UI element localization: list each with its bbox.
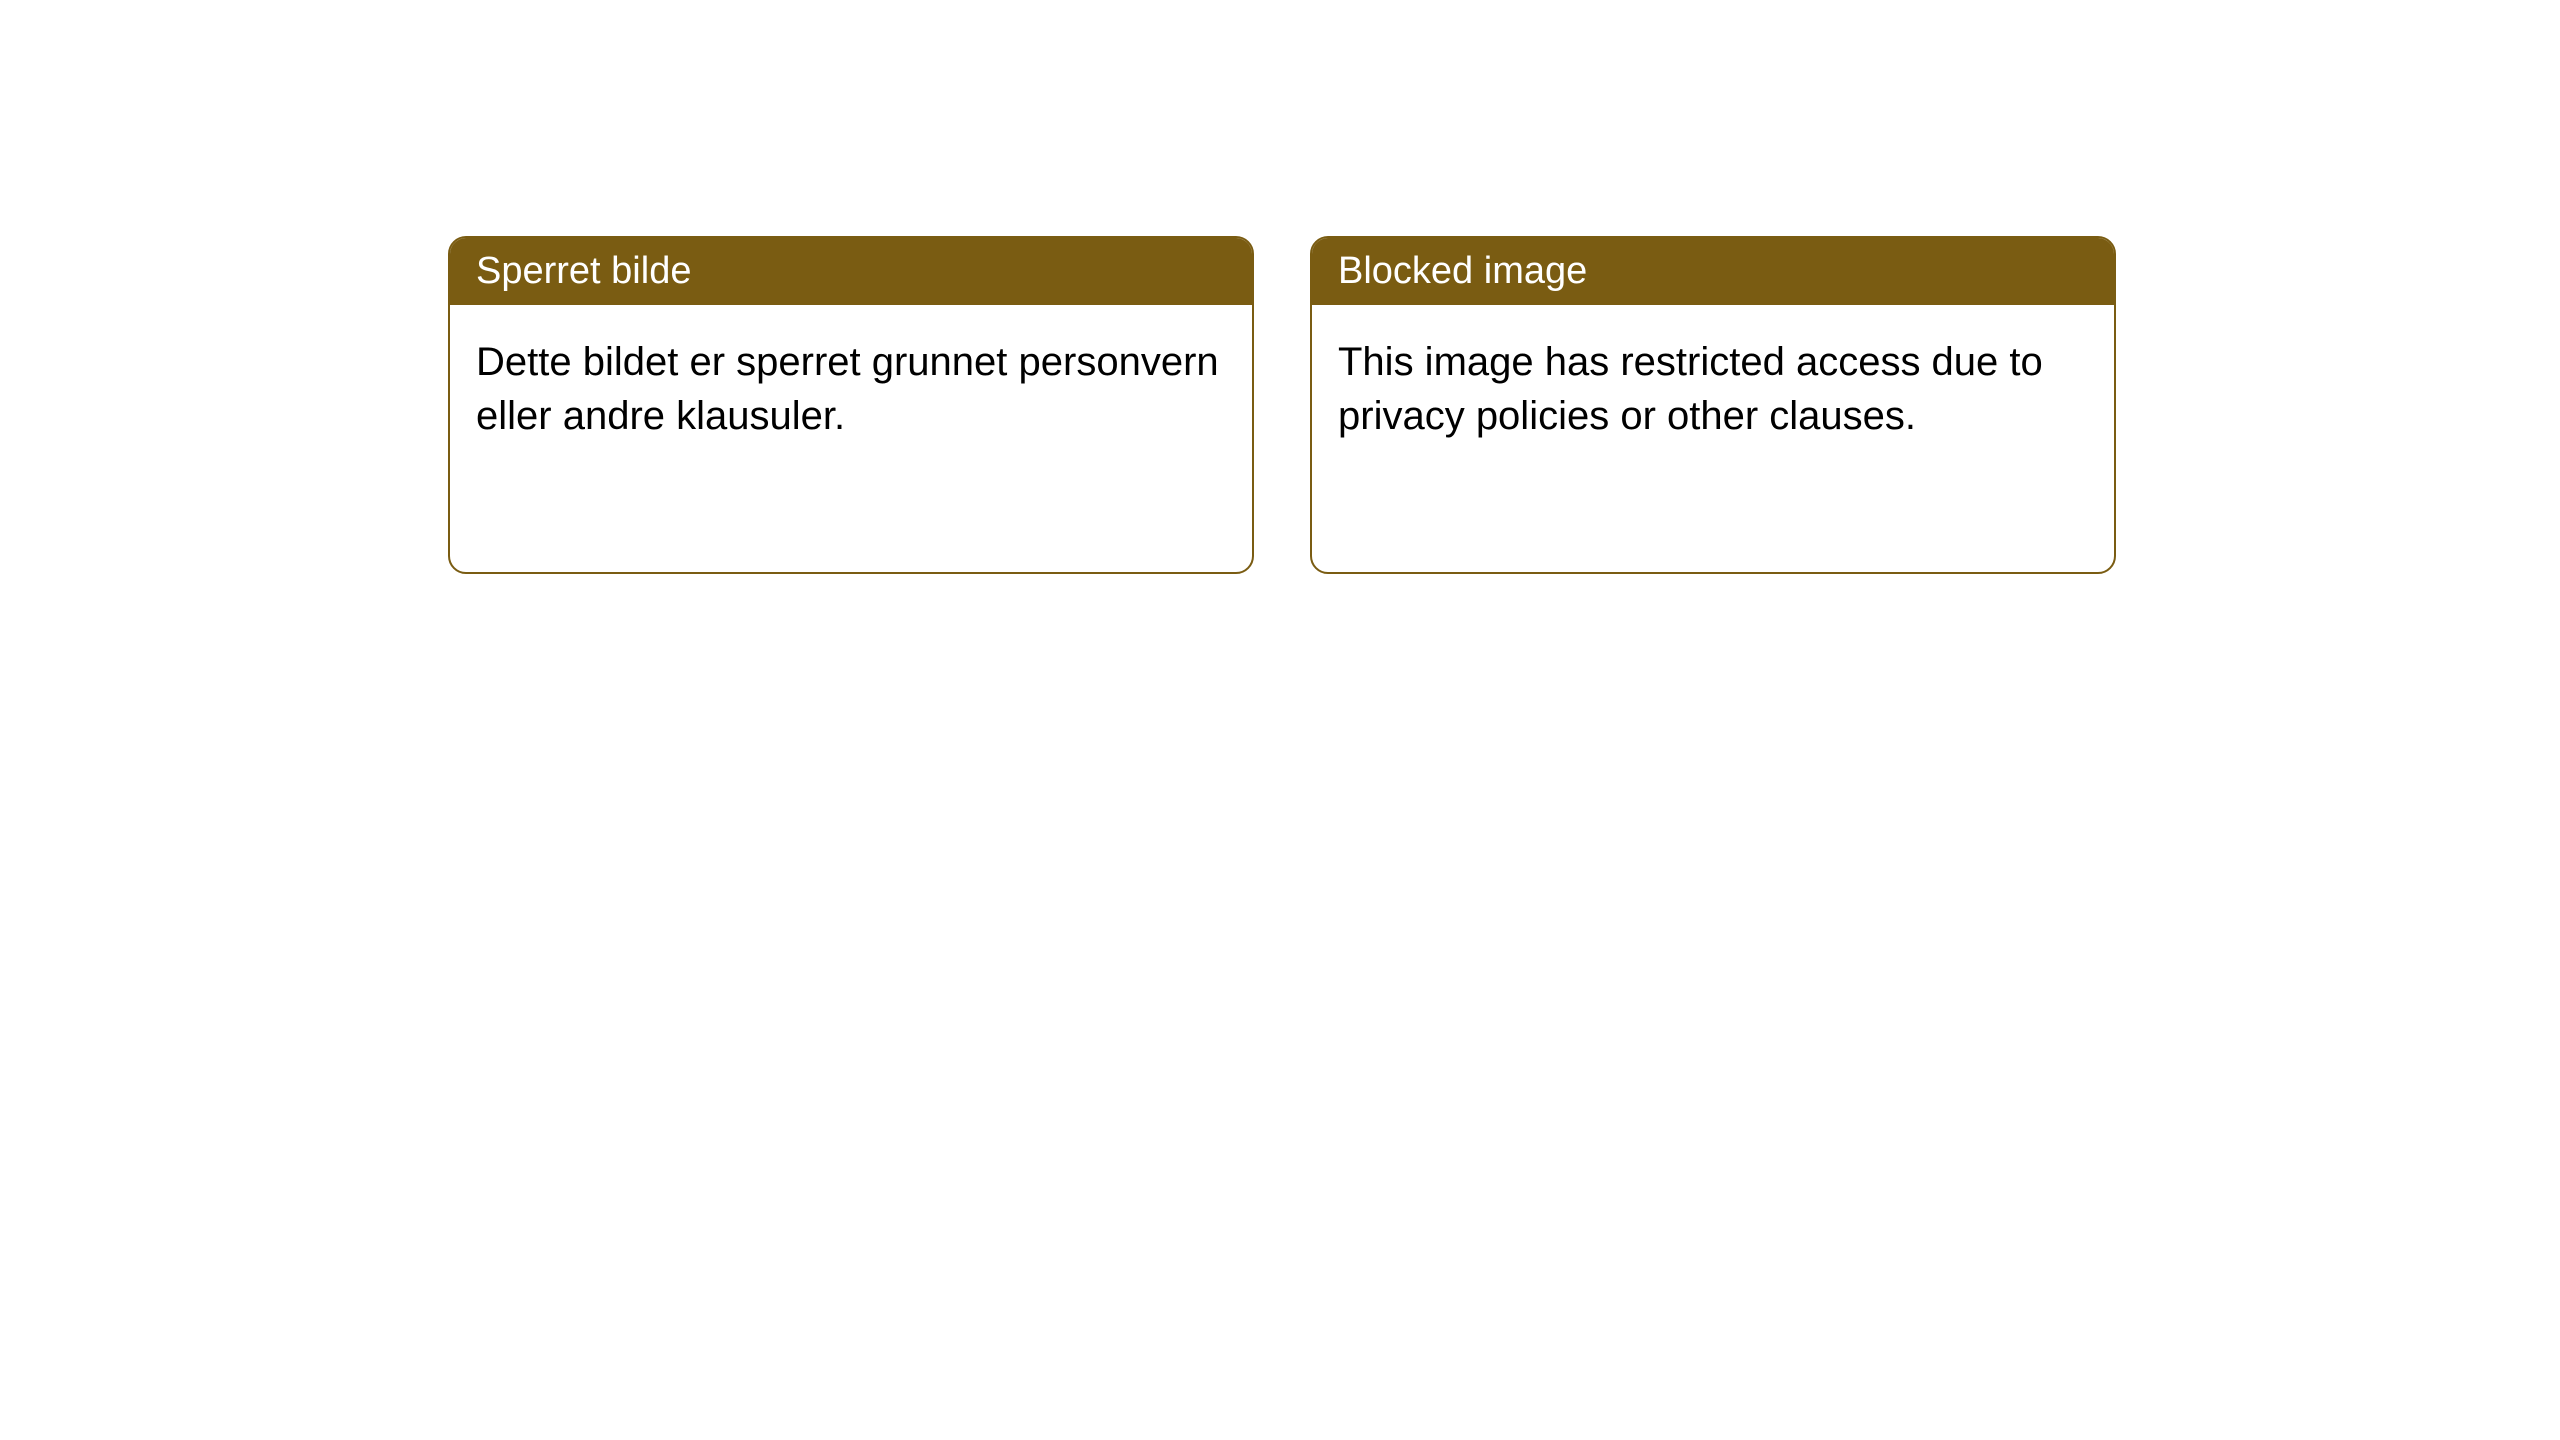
card-body: Dette bildet er sperret grunnet personve… xyxy=(450,305,1252,473)
card-body-text: Dette bildet er sperret grunnet personve… xyxy=(476,340,1219,438)
blocked-image-card-english: Blocked image This image has restricted … xyxy=(1310,236,2116,574)
card-header: Sperret bilde xyxy=(450,238,1252,305)
card-body: This image has restricted access due to … xyxy=(1312,305,2114,473)
card-title: Sperret bilde xyxy=(476,250,691,292)
card-body-text: This image has restricted access due to … xyxy=(1338,340,2043,438)
blocked-image-card-norwegian: Sperret bilde Dette bildet er sperret gr… xyxy=(448,236,1254,574)
card-title: Blocked image xyxy=(1338,250,1587,292)
cards-container: Sperret bilde Dette bildet er sperret gr… xyxy=(448,236,2116,574)
card-header: Blocked image xyxy=(1312,238,2114,305)
